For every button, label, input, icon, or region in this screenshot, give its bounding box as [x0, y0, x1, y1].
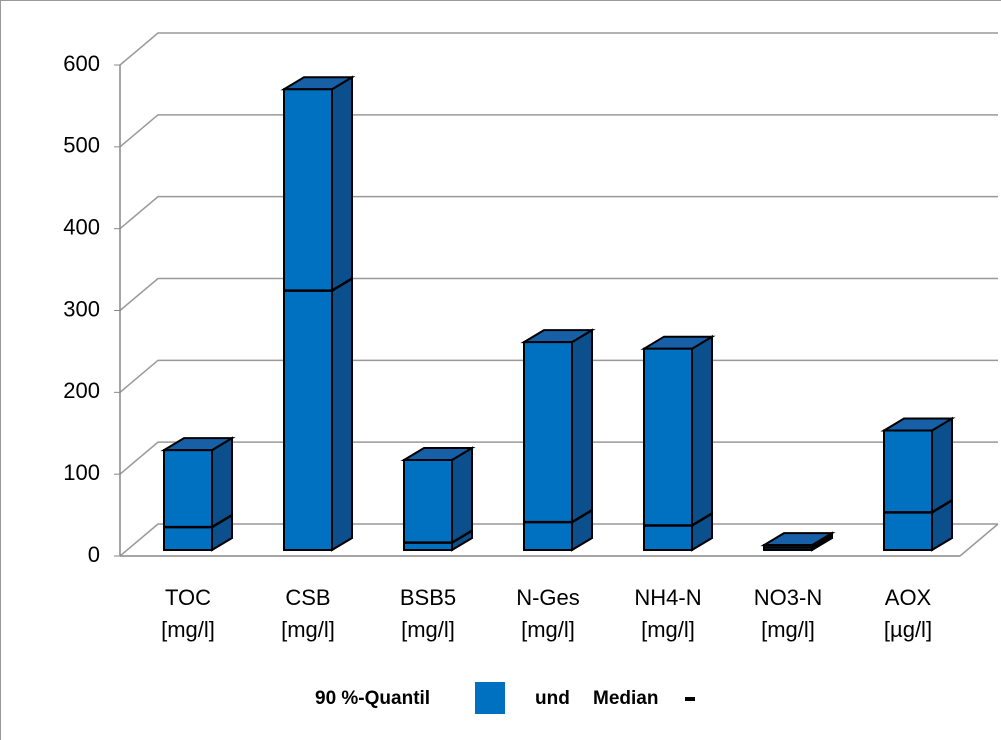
bar-side — [931, 416, 953, 552]
y-tick-label: 300 — [63, 296, 100, 321]
median-line — [284, 277, 353, 292]
y-tick-label: 200 — [63, 378, 100, 403]
median-line — [404, 529, 473, 544]
legend-median-symbol — [685, 697, 695, 701]
x-tick-label: NH4-N [mg/l] — [634, 585, 702, 642]
grid-line — [119, 359, 998, 393]
median-line — [524, 509, 593, 524]
median-line — [164, 514, 233, 529]
y-tick-label: 600 — [63, 51, 100, 76]
bar-side — [211, 436, 233, 552]
y-tick-label: 500 — [63, 133, 100, 158]
x-tick-label: NO3-N [mg/l] — [753, 585, 823, 642]
x-tick-label: TOC [mg/l] — [161, 585, 215, 642]
legend-label: Median — [593, 688, 659, 709]
legend-label: 90 %-Quantil — [315, 688, 431, 709]
grid-line — [119, 523, 998, 557]
y-tick-label: 400 — [63, 214, 100, 239]
x-tick-label: AOX [µg/l] — [883, 585, 933, 642]
median-line — [884, 499, 953, 514]
median-line — [644, 512, 713, 527]
grid-line — [119, 441, 998, 475]
x-tick-label: N-Ges [mg/l] — [516, 585, 580, 642]
median-line — [764, 534, 833, 549]
legend-joiner: und — [535, 688, 570, 709]
grid-line — [119, 277, 998, 312]
bar-side — [451, 446, 473, 552]
bar-side — [331, 75, 353, 552]
legend-swatch — [475, 682, 505, 714]
bar — [883, 429, 933, 552]
bar — [163, 449, 213, 551]
grid-line — [119, 32, 998, 66]
bar — [403, 458, 453, 552]
y-tick-label: 100 — [63, 460, 100, 485]
y-tick-label: 0 — [88, 542, 100, 567]
bar — [643, 347, 693, 551]
bar — [523, 341, 573, 552]
x-tick-label: BSB5 [mg/l] — [399, 585, 457, 642]
grid-line — [119, 195, 998, 230]
grid-line — [119, 114, 998, 148]
x-tick-label: CSB [mg/l] — [281, 585, 335, 642]
bar — [283, 88, 333, 552]
floor-edge — [959, 523, 999, 557]
